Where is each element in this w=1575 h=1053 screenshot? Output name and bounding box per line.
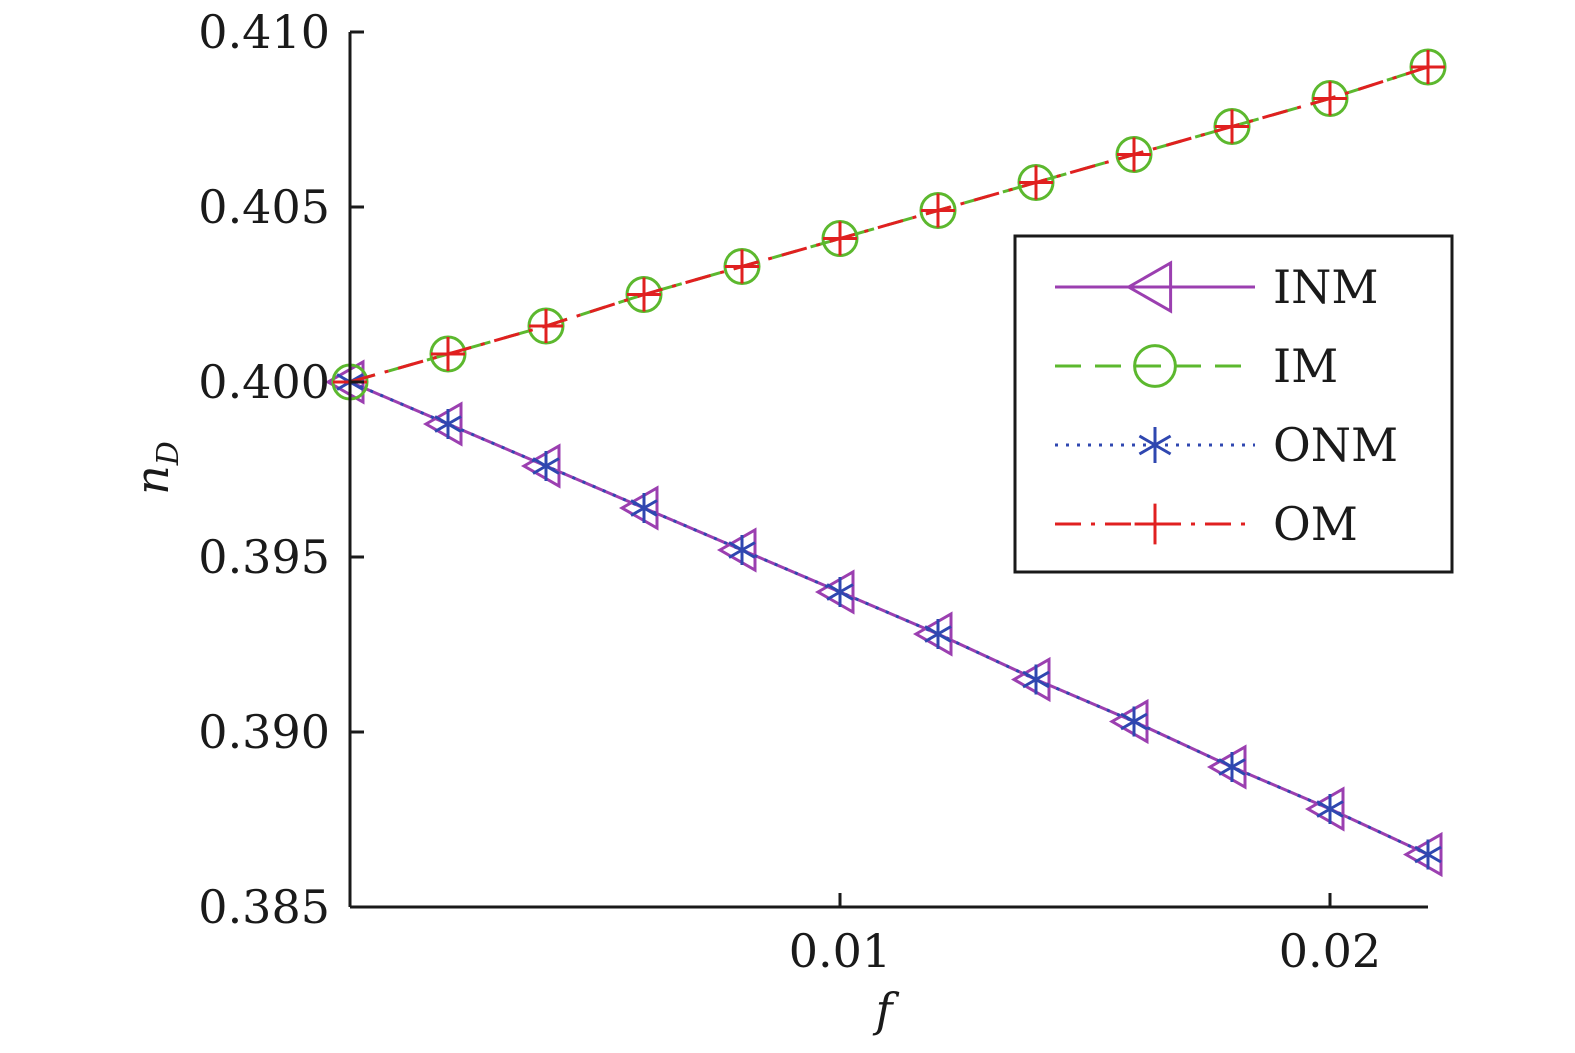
- series-marker-onm-6-shape: [925, 619, 951, 649]
- series-marker-onm-9: [1219, 752, 1245, 782]
- x-axis-label: f: [872, 983, 899, 1037]
- series-marker-onm-1: [435, 409, 461, 439]
- series-marker-inm-9-shape: [1210, 747, 1245, 787]
- series-marker-onm-6: [925, 619, 951, 649]
- series-marker-inm-4: [720, 530, 755, 570]
- y-axis-label-group: nD: [125, 441, 186, 495]
- series-marker-inm-10: [1308, 789, 1343, 829]
- series-marker-inm-7: [1014, 660, 1049, 700]
- series-marker-onm-5: [827, 577, 853, 607]
- series-marker-inm-8: [1112, 702, 1147, 742]
- series-marker-onm-7: [1023, 665, 1049, 695]
- y-tick-label-5: 0.410: [198, 5, 330, 59]
- legend-label-inm: INM: [1273, 260, 1379, 314]
- series-marker-inm-2-shape: [524, 446, 559, 486]
- y-tick-label-0: 0.385: [198, 880, 330, 934]
- x-tick-label-1: 0.02: [1279, 924, 1381, 978]
- series-marker-onm-1-shape: [435, 409, 461, 439]
- series-marker-inm-6: [916, 614, 951, 654]
- series-marker-onm-2: [533, 451, 559, 481]
- legend: INM IM ONM OM: [1015, 236, 1452, 572]
- series-marker-onm-7-shape: [1023, 665, 1049, 695]
- y-tick-label-4: 0.405: [198, 180, 330, 234]
- series-marker-onm-10: [1317, 794, 1343, 824]
- series-marker-inm-5-shape: [818, 572, 853, 612]
- series-marker-onm-8: [1121, 707, 1147, 737]
- y-axis-label-main: n: [125, 465, 179, 495]
- series-marker-inm-8-shape: [1112, 702, 1147, 742]
- series-marker-inm-6-shape: [916, 614, 951, 654]
- y-axis-label-subscript: D: [151, 441, 186, 466]
- series-marker-onm-8-shape: [1121, 707, 1147, 737]
- series-marker-onm-3-shape: [631, 493, 657, 523]
- series-marker-onm-3: [631, 493, 657, 523]
- series-marker-onm-2-shape: [533, 451, 559, 481]
- series-marker-inm-2: [524, 446, 559, 486]
- series-marker-inm-3: [622, 488, 657, 528]
- series-marker-inm-3-shape: [622, 488, 657, 528]
- series-marker-inm-5: [818, 572, 853, 612]
- series-marker-inm-11-shape: [1406, 835, 1441, 875]
- y-tick-label-2: 0.395: [198, 530, 330, 584]
- series-marker-onm-10-shape: [1317, 794, 1343, 824]
- y-axis-label: nD: [125, 441, 186, 495]
- series-marker-onm-9-shape: [1219, 752, 1245, 782]
- series-marker-inm-11: [1406, 835, 1441, 875]
- legend-label-onm: ONM: [1273, 418, 1398, 472]
- series-marker-onm-4: [729, 535, 755, 565]
- series-marker-onm-5-shape: [827, 577, 853, 607]
- chart: 0.385 0.390 0.395 0.400 0.405 0.410 0.01 0.02 I…: [0, 0, 1575, 1053]
- series-marker-inm-7-shape: [1014, 660, 1049, 700]
- y-tick-label-3: 0.400: [198, 355, 330, 409]
- y-tick-label-1: 0.390: [198, 705, 330, 759]
- series-marker-inm-1: [426, 404, 461, 444]
- series-marker-onm-11-shape: [1415, 840, 1441, 870]
- series-marker-inm-4-shape: [720, 530, 755, 570]
- series-marker-inm-9: [1210, 747, 1245, 787]
- series-marker-onm-11: [1415, 840, 1441, 870]
- series-marker-onm-4-shape: [729, 535, 755, 565]
- x-tick-label-0: 0.01: [789, 924, 891, 978]
- series-marker-inm-10-shape: [1308, 789, 1343, 829]
- series-marker-inm-1-shape: [426, 404, 461, 444]
- legend-label-om: OM: [1273, 497, 1358, 551]
- legend-label-im: IM: [1273, 339, 1338, 393]
